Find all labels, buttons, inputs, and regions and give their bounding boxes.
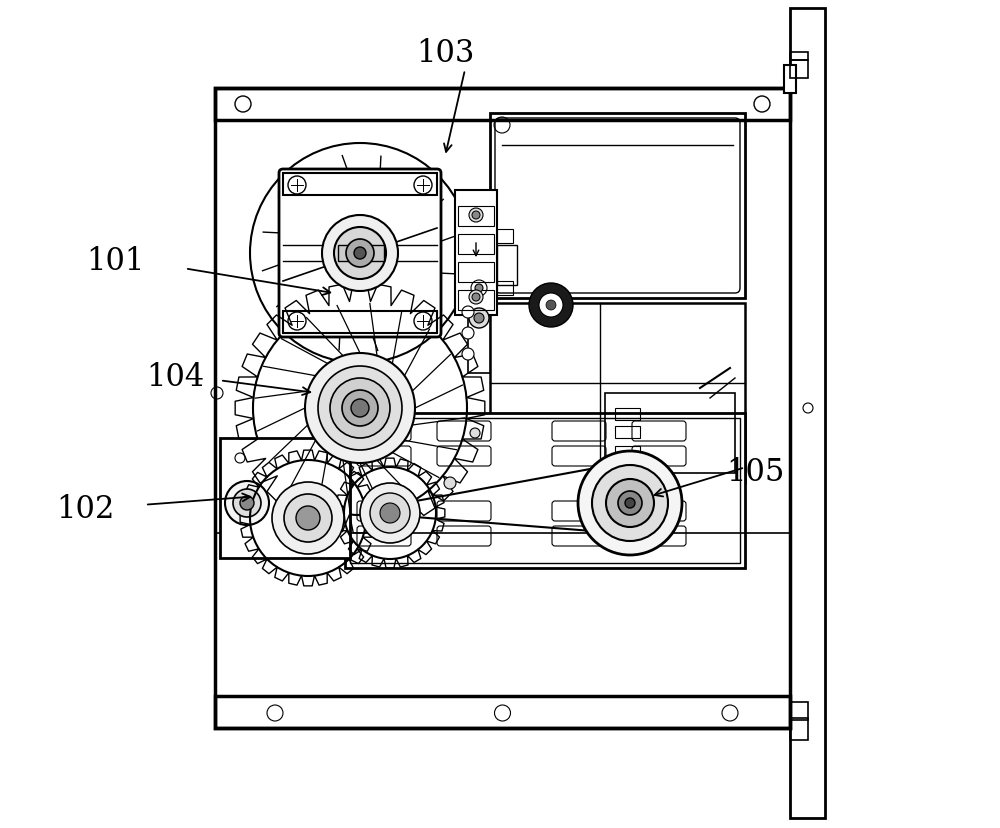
- Circle shape: [475, 285, 483, 292]
- Bar: [458, 234, 494, 255]
- Circle shape: [469, 209, 483, 223]
- Circle shape: [462, 306, 474, 319]
- Bar: [283, 174, 437, 195]
- Text: 103: 103: [416, 38, 474, 70]
- Circle shape: [592, 465, 668, 542]
- Bar: [283, 311, 437, 334]
- Bar: [350, 418, 740, 563]
- Circle shape: [318, 367, 402, 450]
- Circle shape: [469, 291, 483, 305]
- Bar: [215, 89, 790, 121]
- Bar: [458, 207, 494, 227]
- Circle shape: [472, 294, 480, 301]
- Circle shape: [233, 489, 261, 518]
- Circle shape: [546, 301, 556, 310]
- Circle shape: [469, 309, 489, 329]
- Text: 105: 105: [726, 456, 784, 488]
- Bar: [215, 89, 790, 728]
- Circle shape: [272, 483, 344, 554]
- Bar: [497, 229, 513, 243]
- Text: 101: 101: [86, 245, 144, 277]
- Circle shape: [240, 497, 254, 510]
- Circle shape: [529, 284, 573, 328]
- Bar: [790, 702, 808, 720]
- Circle shape: [305, 354, 415, 464]
- Circle shape: [474, 314, 484, 324]
- Bar: [790, 718, 808, 740]
- Bar: [615, 446, 640, 459]
- Circle shape: [351, 400, 369, 417]
- Bar: [490, 114, 745, 299]
- Circle shape: [380, 503, 400, 523]
- Circle shape: [334, 228, 386, 280]
- Text: 104: 104: [146, 361, 204, 392]
- Circle shape: [354, 248, 366, 260]
- Bar: [220, 439, 350, 558]
- Bar: [338, 246, 352, 262]
- Circle shape: [444, 478, 456, 489]
- Bar: [458, 291, 494, 310]
- Bar: [615, 426, 640, 439]
- Circle shape: [606, 479, 654, 527]
- Bar: [497, 246, 517, 286]
- Bar: [370, 246, 384, 262]
- Bar: [455, 190, 497, 315]
- Circle shape: [462, 328, 474, 339]
- Bar: [215, 696, 790, 728]
- Bar: [790, 9, 825, 818]
- Circle shape: [370, 493, 410, 533]
- Bar: [784, 66, 796, 94]
- Circle shape: [625, 498, 635, 508]
- Bar: [497, 282, 513, 296]
- Text: 102: 102: [56, 493, 114, 525]
- Circle shape: [296, 507, 320, 531]
- Circle shape: [284, 494, 332, 542]
- Bar: [615, 408, 640, 421]
- Circle shape: [539, 294, 563, 318]
- Bar: [345, 413, 745, 568]
- Bar: [468, 294, 490, 373]
- Bar: [790, 53, 808, 61]
- Circle shape: [342, 391, 378, 426]
- FancyBboxPatch shape: [279, 170, 441, 338]
- Bar: [790, 61, 808, 79]
- Circle shape: [472, 212, 480, 219]
- Circle shape: [330, 378, 390, 439]
- Circle shape: [618, 491, 642, 515]
- Circle shape: [360, 484, 420, 543]
- Bar: [605, 393, 735, 474]
- Circle shape: [346, 240, 374, 267]
- Bar: [490, 304, 745, 484]
- Circle shape: [462, 349, 474, 360]
- Bar: [458, 262, 494, 282]
- Circle shape: [578, 451, 682, 556]
- Circle shape: [225, 481, 269, 525]
- Circle shape: [322, 216, 398, 291]
- Circle shape: [470, 428, 480, 439]
